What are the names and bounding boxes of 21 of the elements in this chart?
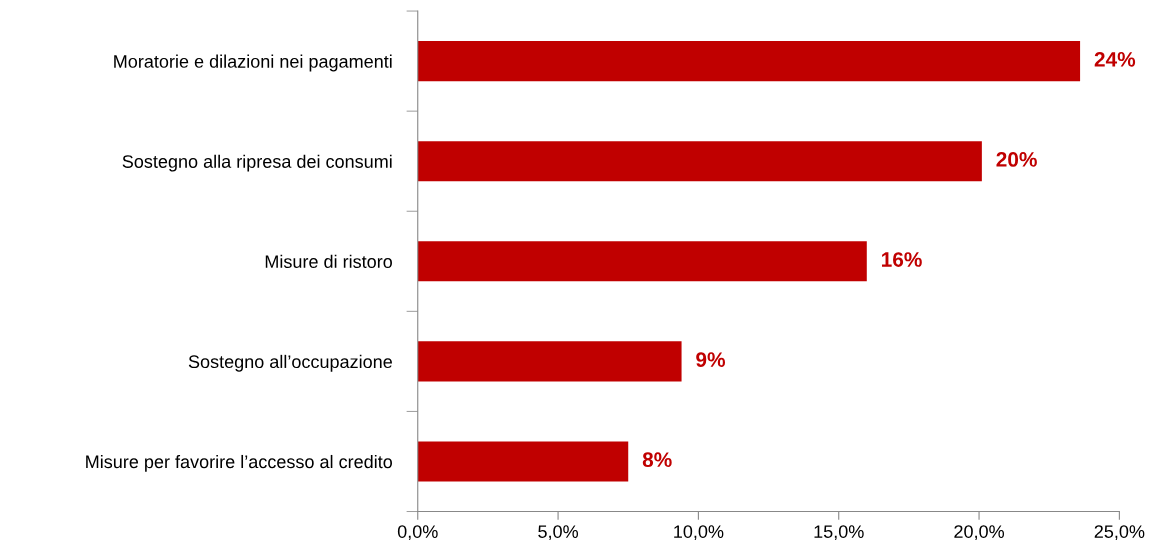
x-tick-label: 10,0% xyxy=(674,525,724,541)
x-tick-label: 25,0% xyxy=(1094,525,1145,541)
data-label: 9% xyxy=(696,352,726,367)
data-label: 16% xyxy=(881,252,922,267)
y-tick-label: Moratorie e dilazioni nei pagamenti xyxy=(114,54,392,72)
data-label: 20% xyxy=(996,152,1037,167)
x-tick-label: 20,0% xyxy=(954,525,1005,541)
data-label: 8% xyxy=(642,452,672,468)
bar xyxy=(417,241,867,282)
x-tick-label: 0,0% xyxy=(397,525,438,541)
y-tick-label: Sostegno all’occupazione xyxy=(188,354,392,372)
bar xyxy=(417,141,982,182)
bar xyxy=(417,441,629,482)
data-label: 24% xyxy=(1094,51,1136,67)
y-tick-label: Sostegno alla ripresa dei consumi xyxy=(122,154,392,172)
y-tick-label: Misure di ristoro xyxy=(265,254,392,269)
bar xyxy=(417,41,1081,82)
x-tick-label: 5,0% xyxy=(538,525,579,541)
y-tick-label: Misure per favorire l’accesso al credito xyxy=(86,454,393,472)
bar xyxy=(417,341,682,382)
x-tick-label: 15,0% xyxy=(814,525,864,541)
